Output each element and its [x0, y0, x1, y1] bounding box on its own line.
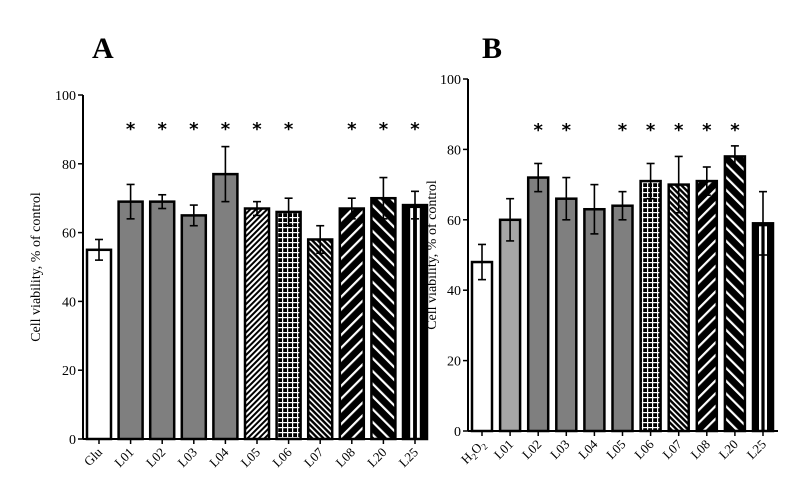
significance-star: *	[702, 120, 712, 141]
y-tick-label: 40	[62, 295, 76, 310]
y-tick-label: 80	[62, 158, 76, 173]
y-axis-label: Cell viability, % of control	[29, 192, 44, 342]
bar	[667, 183, 690, 433]
bar	[555, 197, 578, 433]
bar	[180, 214, 208, 441]
bar-stripe	[410, 208, 414, 439]
x-tick-label: Glu	[81, 444, 106, 469]
bar	[370, 196, 397, 441]
y-axis-label: Cell viability, % of control	[425, 180, 440, 330]
x-tick-label: L04	[575, 436, 601, 462]
x-tick-label: L25	[744, 437, 769, 462]
bars: * * * * * * *	[470, 120, 775, 433]
x-tick-label: L20	[364, 445, 389, 470]
bar	[306, 238, 334, 441]
chart-panel-a: A Cell viability, % of control 0 20 40 60 80…	[29, 32, 429, 470]
significance-star: *	[347, 119, 357, 140]
y-tick-label: 60	[62, 227, 76, 242]
bar	[275, 210, 302, 441]
y-tick-label: 80	[447, 143, 461, 158]
significance-star: *	[379, 119, 389, 140]
significance-star: *	[126, 119, 136, 140]
y-tick-label: 40	[447, 284, 461, 299]
y-tick-label: 100	[55, 89, 76, 104]
x-tick-label: L06	[631, 436, 657, 462]
significance-star: *	[562, 120, 572, 141]
bar	[212, 172, 239, 441]
x-tick-label: L05	[238, 445, 263, 470]
bar	[401, 203, 429, 441]
bar-fill	[403, 205, 427, 439]
bar	[85, 248, 113, 441]
panel-title: B	[482, 32, 502, 65]
x-tick-label: H2O2	[458, 437, 490, 469]
y-tick-label: 20	[62, 364, 76, 379]
bar	[117, 200, 144, 441]
significance-star: *	[189, 119, 199, 140]
x-tick-label: L07	[659, 436, 685, 462]
bar	[723, 155, 747, 433]
bar	[498, 218, 522, 433]
significance-star: *	[618, 120, 628, 141]
bar	[695, 179, 719, 433]
significance-star: *	[284, 119, 294, 140]
x-tick-label: L08	[687, 437, 712, 462]
panel-title: A	[92, 32, 114, 65]
significance-star: *	[221, 119, 231, 140]
bars: * * * * * * * * *	[85, 119, 429, 441]
y-tick-label: 60	[447, 214, 461, 229]
bar	[639, 179, 662, 433]
y-tick-label: 20	[447, 355, 461, 370]
bar-stripe	[764, 226, 767, 431]
significance-star: *	[674, 120, 684, 141]
significance-star: *	[730, 120, 740, 141]
significance-star: *	[252, 119, 262, 140]
bar-stripe	[416, 208, 420, 439]
significance-star: *	[410, 119, 420, 140]
bar	[611, 204, 634, 433]
significance-star: *	[646, 120, 656, 141]
x-tick-label: L25	[396, 445, 421, 470]
bar	[526, 176, 550, 433]
chart-panel-b: B Cell viability, % of control 0 20 40 60 80…	[425, 32, 778, 469]
x-tick-label: L02	[143, 445, 168, 470]
bar	[243, 207, 271, 441]
x-tick-label: L07	[301, 444, 327, 470]
x-tick-label: L01	[111, 445, 136, 470]
bar-stripe	[759, 226, 762, 431]
x-tick-label: L01	[491, 437, 516, 462]
bar	[470, 260, 494, 433]
bar	[338, 207, 366, 441]
bar	[148, 200, 176, 441]
x-tick-label: L06	[269, 444, 295, 470]
x-tick-label: L08	[332, 445, 357, 470]
significance-star: *	[533, 120, 543, 141]
x-tick-label: L20	[716, 437, 741, 462]
x-tick-label: L05	[603, 437, 628, 462]
bar-fill	[753, 223, 773, 431]
significance-star: *	[157, 119, 167, 140]
x-tick-label: L03	[174, 445, 199, 470]
bar	[583, 207, 606, 433]
y-tick-label: 0	[69, 433, 76, 448]
x-tick-label: L04	[206, 444, 232, 470]
y-tick-label: 100	[440, 73, 461, 88]
y-tick-label: 0	[454, 425, 461, 440]
x-tick-label: L03	[547, 437, 572, 462]
x-tick-label: L02	[519, 437, 544, 462]
